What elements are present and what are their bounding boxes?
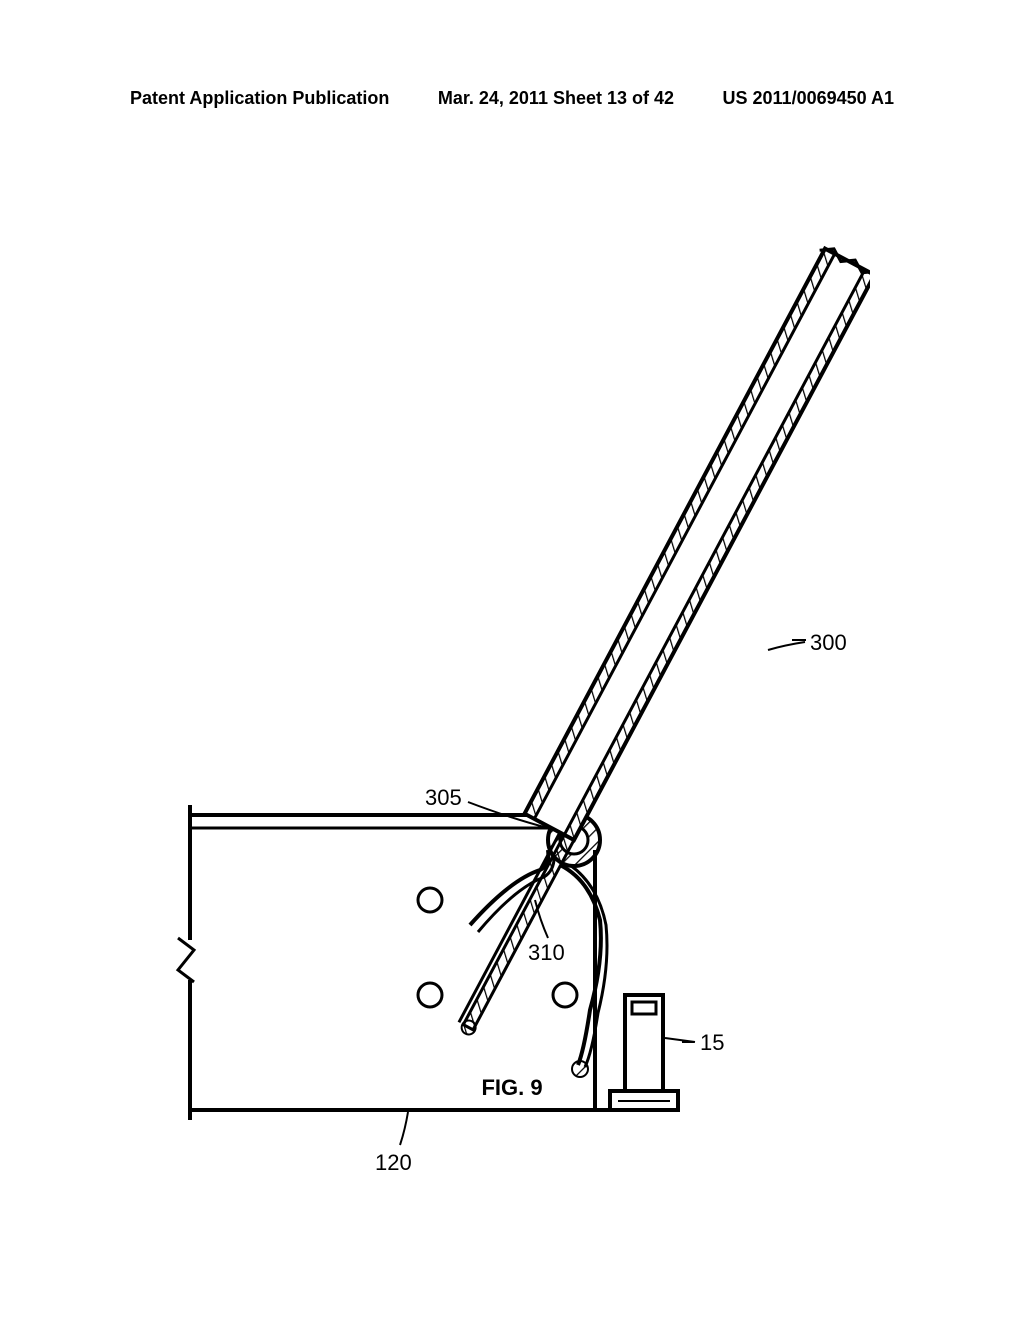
ref-label-15: 15 xyxy=(700,1030,724,1056)
figure-caption: FIG. 9 xyxy=(0,1075,1024,1101)
ref-label-305: 305 xyxy=(425,785,462,811)
ref-label-310: 310 xyxy=(528,940,565,966)
header-right: US 2011/0069450 A1 xyxy=(723,88,894,109)
page-header: Patent Application Publication Mar. 24, … xyxy=(0,88,1024,109)
ref-label-120: 120 xyxy=(375,1150,412,1176)
ref-label-300: 300 xyxy=(810,630,847,656)
header-left: Patent Application Publication xyxy=(130,88,389,109)
header-center: Mar. 24, 2011 Sheet 13 of 42 xyxy=(438,88,674,109)
figure-svg xyxy=(170,180,870,1180)
patent-figure: 300 305 310 15 120 xyxy=(170,180,870,1080)
